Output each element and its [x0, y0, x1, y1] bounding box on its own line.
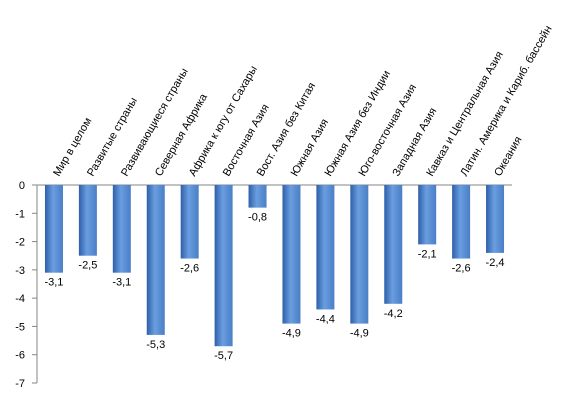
- bar: [316, 185, 335, 310]
- bar: [146, 185, 165, 335]
- y-tick-label: -3: [15, 265, 25, 277]
- bar: [180, 185, 199, 259]
- data-label: -2,6: [452, 263, 471, 275]
- data-labels: -3,1 -2,5 -3,1 -5,3 -2,6 -5,7 -0,8 -4,9 -4,4 -4,9…: [44, 212, 504, 363]
- data-label: -4,9: [282, 328, 301, 340]
- data-label: -4,2: [384, 308, 403, 320]
- bar: [418, 185, 437, 245]
- bar: [44, 185, 63, 273]
- data-label: -5,7: [214, 350, 233, 362]
- bar: [214, 185, 233, 347]
- bar: [486, 185, 505, 253]
- data-label: -4,4: [316, 313, 335, 325]
- data-label: -4,9: [350, 328, 369, 340]
- category-label: Океания: [492, 134, 524, 178]
- bar: [452, 185, 471, 259]
- y-tick-label: -5: [15, 321, 25, 333]
- category-label: Африка к югу от Сахары: [187, 64, 260, 179]
- data-label: -2,6: [180, 263, 199, 275]
- category-label: Развивающиеся страны: [119, 66, 191, 178]
- data-label: -5,3: [146, 339, 165, 351]
- data-label: -2,1: [418, 248, 437, 260]
- y-tick-label: -7: [15, 378, 25, 390]
- y-tick-label: -6: [15, 350, 25, 362]
- bar: [112, 185, 131, 273]
- bars: [44, 185, 505, 347]
- y-tick-label: -4: [15, 293, 25, 305]
- y-tick-label: -1: [15, 208, 25, 220]
- data-label: -3,1: [112, 277, 131, 289]
- data-label: -2,5: [78, 260, 97, 272]
- bar: [384, 185, 403, 304]
- data-label: -3,1: [44, 277, 63, 289]
- bar: [282, 185, 301, 324]
- category-label: Южная Азия без Индии: [323, 69, 393, 179]
- data-label: -0,8: [248, 212, 267, 224]
- bar: [350, 185, 369, 324]
- bar: [78, 185, 97, 256]
- y-tick-label: -2: [15, 237, 25, 249]
- bar: [248, 185, 267, 208]
- data-label: -2,4: [486, 257, 505, 269]
- y-tick-label: 0: [19, 180, 25, 192]
- category-label: Вост. Азия без Китая: [255, 81, 318, 179]
